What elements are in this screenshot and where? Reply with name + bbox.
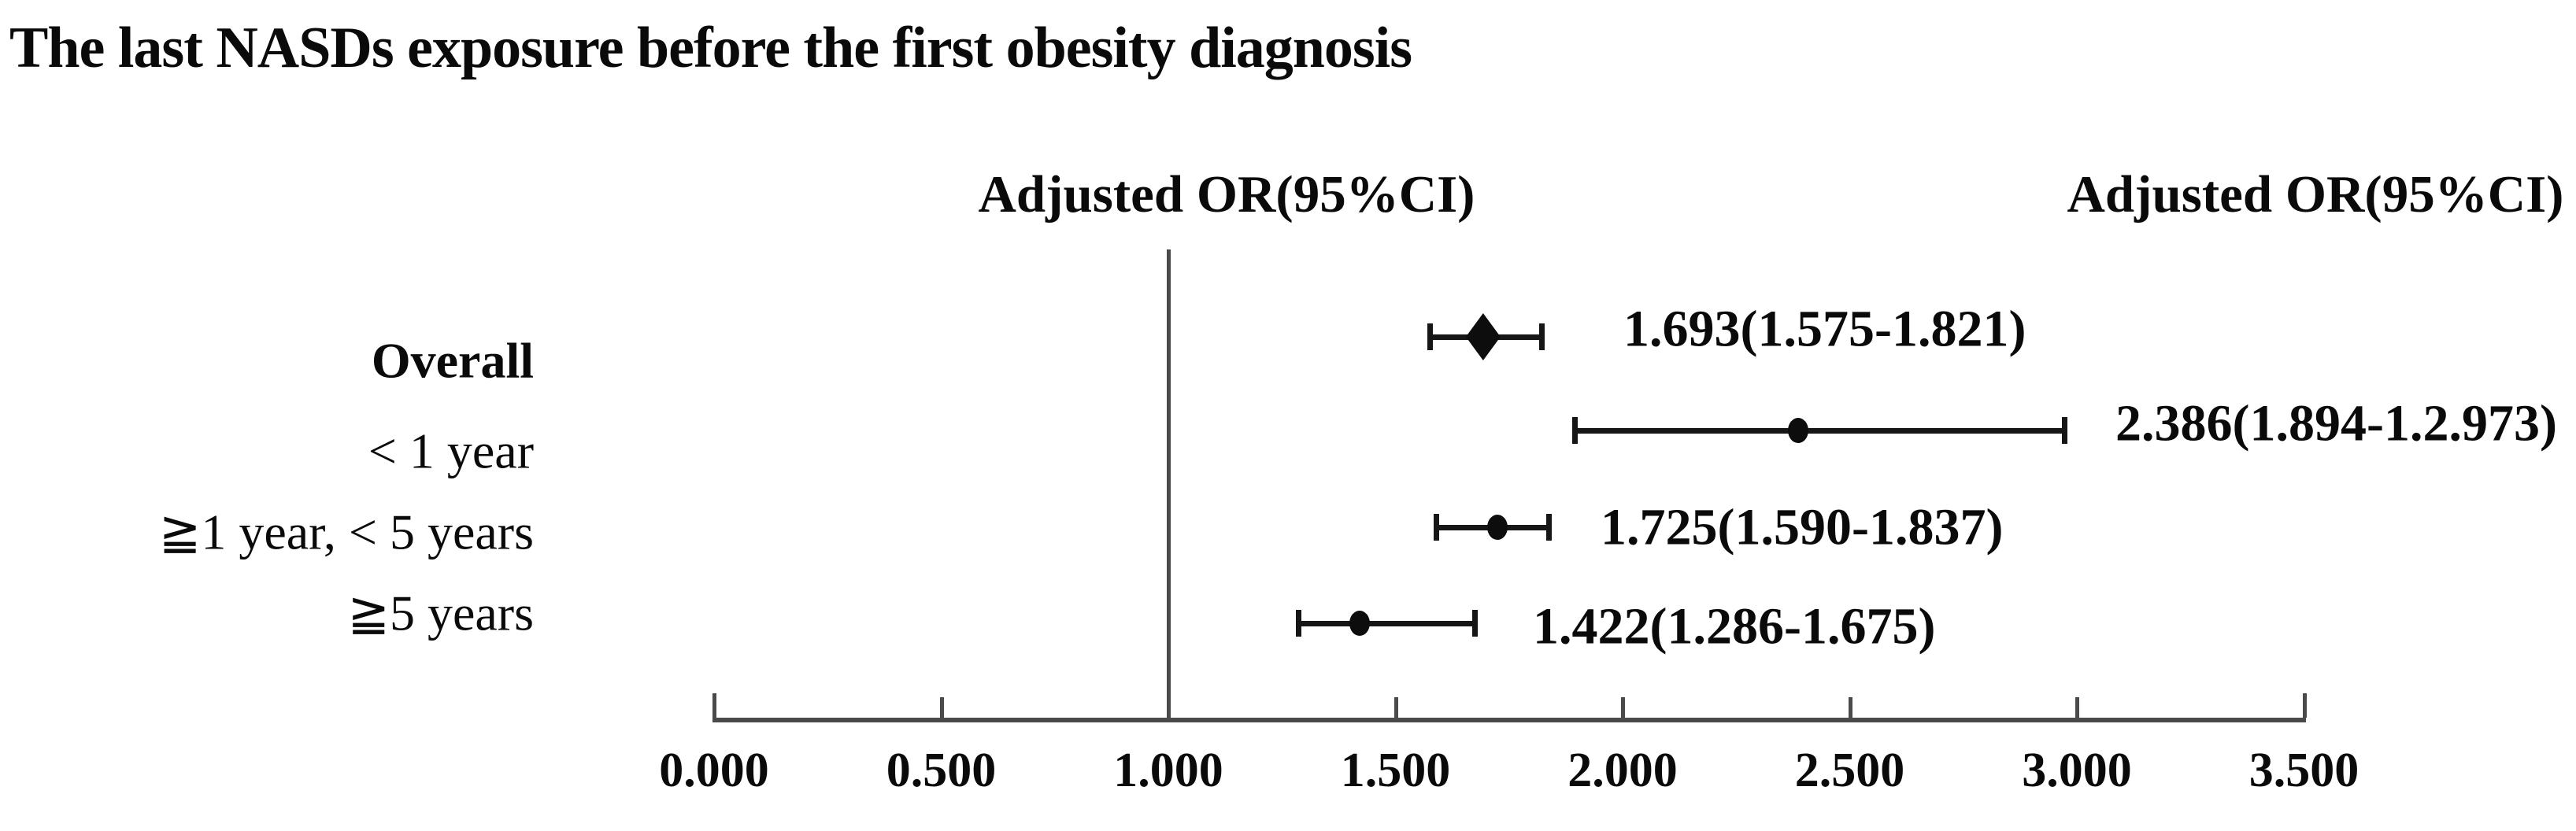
or-marker-circle [1487, 515, 1508, 540]
reference-line-or-1 [1167, 249, 1171, 722]
ci-cap-high [1545, 514, 1552, 541]
ci-cap-high [1472, 610, 1479, 637]
row-value: 2.386(1.894-1.2.973) [2115, 394, 2557, 452]
figure-title: The last NASDs exposure before the first… [9, 16, 1412, 80]
ci-cap-high [2062, 417, 2068, 444]
row-value: 1.725(1.590-1.837) [1601, 498, 2004, 556]
or-marker-circle [1349, 611, 1371, 636]
x-axis-tick [712, 693, 716, 718]
x-axis-tick [1621, 697, 1625, 718]
x-axis-tick-label: 2.000 [1567, 744, 1678, 797]
x-axis-line [712, 718, 2306, 722]
ci-cap-high [1538, 323, 1545, 350]
row-value: 1.422(1.286-1.675) [1533, 597, 1936, 656]
row-value: 1.693(1.575-1.821) [1623, 300, 2026, 358]
column-header-left: Adjusted OR(95%CI) [978, 165, 1475, 223]
x-axis-tick-label: 0.000 [659, 744, 769, 797]
ci-line [1298, 621, 1475, 626]
x-axis-tick-label: 3.000 [2022, 744, 2132, 797]
x-axis-tick [2075, 697, 2079, 718]
ci-cap-low [1296, 610, 1302, 637]
ci-line [1574, 428, 2065, 434]
ci-cap-low [1427, 323, 1433, 350]
row-label: ≧1 year, < 5 years [158, 504, 534, 560]
x-axis-tick [2302, 693, 2307, 718]
x-axis-tick [1848, 697, 1852, 718]
or-marker-circle [1787, 418, 1808, 443]
x-axis-tick [1393, 697, 1398, 718]
x-axis-tick-label: 1.000 [1113, 744, 1223, 797]
x-axis-tick [1167, 697, 1171, 718]
x-axis-tick-label: 2.500 [1794, 744, 1905, 797]
x-axis-tick [939, 697, 944, 718]
column-header-right: Adjusted OR(95%CI) [2067, 165, 2564, 223]
or-marker-diamond [1465, 313, 1501, 360]
x-axis-tick-label: 0.500 [886, 744, 997, 797]
x-axis-tick-label: 3.500 [2248, 744, 2359, 797]
row-label: Overall [371, 332, 534, 389]
row-label: ≧5 years [347, 585, 534, 641]
row-label: < 1 year [368, 423, 534, 479]
ci-cap-low [1571, 417, 1578, 444]
ci-cap-low [1434, 514, 1440, 541]
x-axis-tick-label: 1.500 [1340, 744, 1451, 797]
